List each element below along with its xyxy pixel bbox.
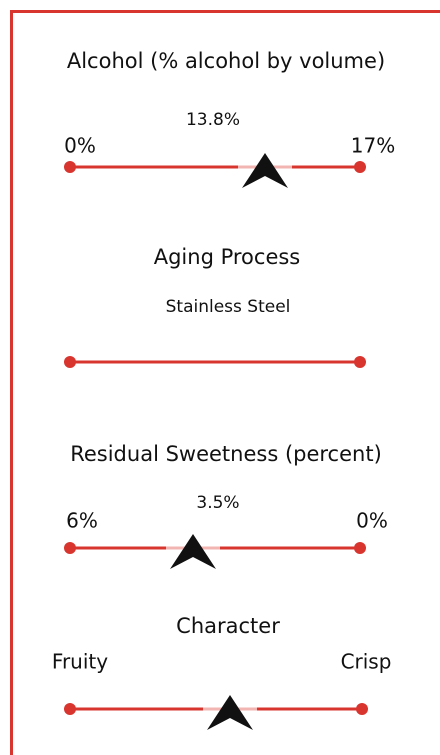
section-title: Alcohol (% alcohol by volume) — [67, 49, 385, 73]
alcohol-section: Alcohol (% alcohol by volume) 13.8% 0% 1… — [64, 49, 395, 188]
section-title: Residual Sweetness (percent) — [70, 442, 382, 466]
value-label: 3.5% — [196, 493, 239, 513]
slider-marker — [170, 534, 216, 569]
sweetness-section: Residual Sweetness (percent) 3.5% 6% 0% — [64, 442, 388, 569]
slider-marker — [242, 153, 288, 188]
character-section: Character Fruity Crisp — [52, 614, 392, 730]
value-label: Stainless Steel — [166, 297, 291, 317]
slider-end — [354, 161, 366, 173]
left-label: 0% — [64, 134, 96, 158]
left-label: Fruity — [52, 650, 108, 674]
value-label: 13.8% — [186, 110, 240, 130]
slider-end — [64, 356, 76, 368]
aging-section: Aging Process Stainless Steel — [64, 245, 366, 368]
right-label: Crisp — [341, 650, 392, 674]
slider-end — [354, 542, 366, 554]
right-label: 0% — [356, 509, 388, 533]
right-label: 17% — [351, 134, 395, 158]
slider-end — [64, 161, 76, 173]
section-title: Aging Process — [154, 245, 301, 269]
slider-end — [64, 703, 76, 715]
slider-end — [356, 703, 368, 715]
section-title: Character — [176, 614, 280, 638]
slider-end — [354, 356, 366, 368]
left-label: 6% — [66, 509, 98, 533]
slider-end — [64, 542, 76, 554]
slider-marker — [207, 695, 253, 730]
